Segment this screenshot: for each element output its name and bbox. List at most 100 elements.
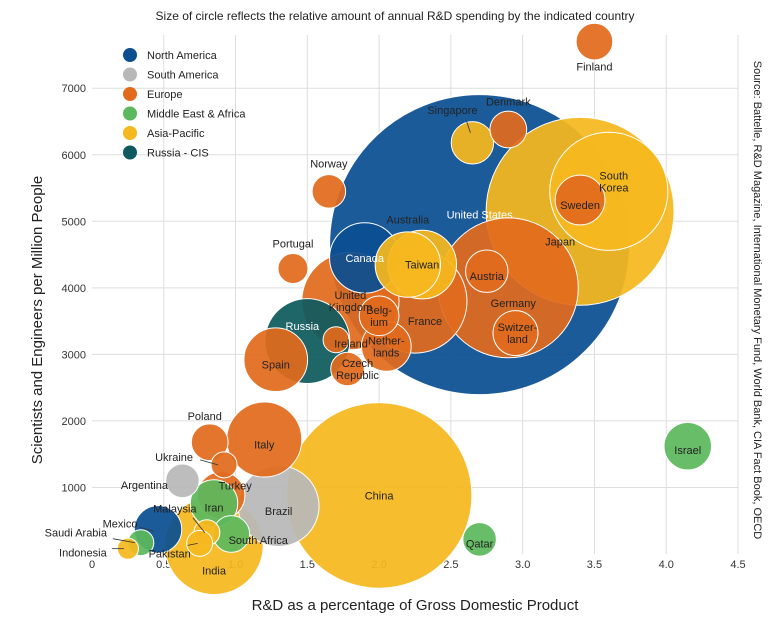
bubble-austria [465,249,509,293]
legend-label: Europe [147,89,182,101]
x-tick-label: 0 [89,559,95,571]
legend-swatch [123,145,137,160]
bubble-label-germany: Germany [491,298,537,310]
leader-line-saudi-arabia [112,538,135,544]
bubble-label-taiwan: Taiwan [405,260,439,272]
source-note: Source: Battelle, R&D Magazine, Internat… [751,61,763,540]
bubble-label-pakistan: Pakistan [149,548,191,560]
y-tick-label: 7000 [62,83,86,95]
bubble-label-malaysia: Malaysia [153,504,197,516]
legend-label: South America [147,70,219,82]
bubble-ireland [322,326,350,354]
bubble-label-spain: Spain [262,360,290,372]
bubble-label-italy: Italy [254,440,275,452]
y-tick-labels: 1000 2000 3000 4000 5000 6000 7000 [62,83,86,494]
legend: North America South America Europe Middle E… [123,48,246,160]
bubble-label-qatar: Qatar [466,538,494,550]
bubble-switzerland [492,310,539,357]
bubble-labels: United States China Japan Germany South Korea… [45,62,702,578]
bubble-spain [243,327,309,393]
legend-swatch [123,67,137,82]
leader-line-mexico [139,526,155,532]
bubble-sweden [554,174,606,226]
y-axis-title: Scientists and Engineers per Million Peo… [29,176,46,465]
bubble-label-denmark: Denmark [486,96,531,108]
bubble-norway [311,174,347,209]
bubble-label-south-africa: South Africa [229,535,289,547]
legend-label: Middle East & Africa [147,109,246,121]
bubble-singapore [450,121,495,165]
bubble-label-indonesia: Indonesia [59,548,108,560]
bubble-label-saudi-arabia: Saudi Arabia [45,528,108,540]
x-tick-label: 3.0 [515,559,530,571]
leader-lines [111,120,471,550]
bubble-label-south-korea: South Korea [599,170,629,194]
chart-title: Size of circle reflects the relative amo… [156,9,635,23]
bubble-label-australia: Australia [386,215,430,227]
y-tick-label: 5000 [62,216,86,228]
bubble-pakistan [186,529,214,557]
bubble-portugal [277,253,309,285]
x-axis-title: R&D as a percentage of Gross Domestic Pr… [252,597,580,614]
bubbles [116,22,712,596]
bubble-finland [575,22,614,61]
bubble-label-israel: Israel [674,445,701,457]
x-tick-label: 2.5 [443,559,458,571]
bubble-label-switzerland: Switzer-land [498,322,538,346]
leader-line-malaysia [192,517,206,533]
y-tick-label: 1000 [62,482,86,494]
bubble-label-japan: Japan [545,236,575,248]
bubble-qatar [462,522,497,557]
bubble-australia [374,231,442,298]
y-tick-label: 4000 [62,283,86,295]
bubble-czech-republic [330,351,365,387]
bubble-ukraine [210,451,238,479]
x-tick-label: 4.5 [730,559,745,571]
legend-swatch [123,87,137,101]
bubble-denmark [489,110,528,149]
legend-swatch [123,106,137,121]
legend-label: North America [147,50,218,62]
bubble-poland [190,423,229,462]
bubble-label-ireland: Ireland [334,339,368,351]
y-tick-label: 6000 [62,150,86,162]
bubble-label-belgium: Belg-ium [366,305,392,329]
x-tick-label: 1.5 [300,559,315,571]
bubble-label-norway: Norway [310,158,348,170]
bubble-label-russia: Russia [286,321,321,333]
leader-line-singapore [466,120,471,133]
x-tick-label: 4.0 [659,559,674,571]
bubble-label-ukraine: Ukraine [155,452,193,464]
legend-swatch [123,48,137,62]
bubble-label-united-states: United States [447,210,514,222]
y-tick-label: 2000 [62,416,86,428]
bubble-label-portugal: Portugal [272,239,313,251]
leader-line-ukraine [199,459,219,466]
bubble-label-mexico: Mexico [103,518,138,530]
y-tick-label: 3000 [62,349,86,361]
bubble-label-iran: Iran [205,502,224,514]
legend-label: Asia-Pacific [147,128,205,140]
x-tick-label: 3.5 [587,559,602,571]
bubble-label-netherlands: Nether-lands [368,335,405,359]
bubble-argentina [165,463,200,499]
bubble-label-argentina: Argentina [121,480,169,492]
leader-line-pakistan [187,542,198,546]
legend-swatch [123,126,137,140]
bubble-belgium [358,295,400,337]
bubble-label-poland: Poland [188,411,222,423]
legend-label: Russia - CIS [147,148,209,160]
bubble-label-china: China [365,490,395,502]
bubble-label-czech-republic: Czech Republic [336,358,379,382]
bubble-israel [663,421,712,471]
bubble-label-turkey: Turkey [219,480,253,492]
bubble-label-sweden: Sweden [560,200,600,212]
bubble-label-brazil: Brazil [265,506,293,518]
bubble-label-canada: Canada [345,253,384,265]
leader-line-czech-republic [348,360,352,364]
bubble-label-india: India [202,565,227,577]
bubble-label-france: France [408,316,442,328]
bubble-label-united-kingdom: United Kingdom [329,290,372,314]
bubble-label-austria: Austria [470,271,505,283]
